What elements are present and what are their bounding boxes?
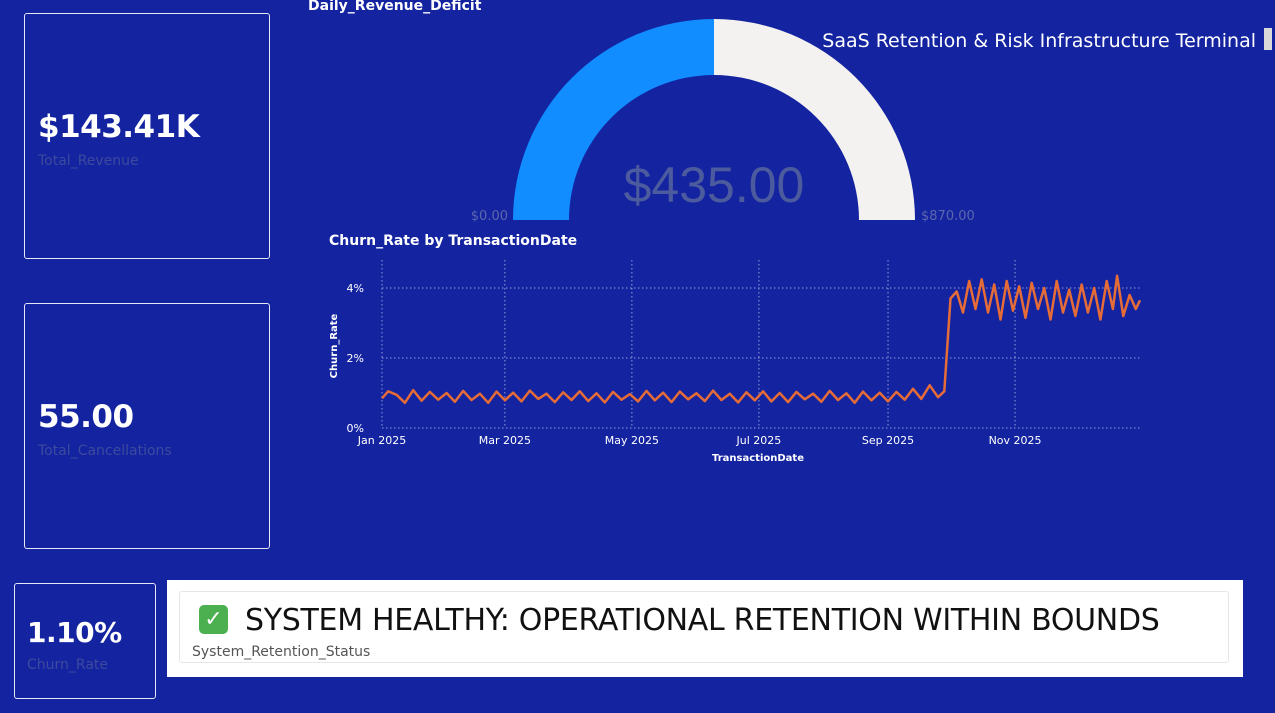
line-chart-title: Churn_Rate by TransactionDate bbox=[329, 233, 578, 249]
x-tick-label: May 2025 bbox=[605, 434, 659, 447]
total-revenue-label: Total_Revenue bbox=[38, 153, 139, 169]
gauge-track bbox=[714, 19, 915, 220]
total-cancellations-card: 55.00 Total_Cancellations bbox=[24, 303, 270, 549]
gauge-max-label: $870.00 bbox=[921, 209, 975, 224]
y-axis-label: Churn_Rate bbox=[329, 313, 340, 378]
gauge-fill bbox=[513, 19, 714, 220]
gauge-min-label: $0.00 bbox=[471, 209, 508, 224]
y-tick-label: 4% bbox=[347, 282, 364, 295]
churn-rate-label: Churn_Rate bbox=[27, 657, 109, 673]
x-tick-label: Sep 2025 bbox=[862, 434, 914, 447]
x-tick-label: Jul 2025 bbox=[736, 434, 782, 447]
churn-rate-value: 1.10% bbox=[27, 616, 122, 649]
gauge-value: $435.00 bbox=[624, 157, 805, 213]
total-cancellations-value: 55.00 bbox=[38, 399, 134, 435]
revenue-deficit-gauge[interactable]: $435.00 $0.00 $870.00 bbox=[460, 10, 980, 225]
title-marker bbox=[1264, 28, 1272, 50]
x-axis-label: TransactionDate bbox=[712, 453, 804, 464]
churn-rate-line-chart[interactable]: Jan 2025 Mar 2025 May 2025 Jul 2025 Sep 2025… bbox=[320, 250, 1160, 470]
y-tick-label: 0% bbox=[347, 422, 364, 435]
x-tick-label: Nov 2025 bbox=[989, 434, 1042, 447]
y-tick-label: 2% bbox=[347, 352, 364, 365]
system-status-card: ✓ SYSTEM HEALTHY: OPERATIONAL RETENTION … bbox=[179, 591, 1229, 663]
total-cancellations-label: Total_Cancellations bbox=[38, 443, 172, 459]
total-revenue-value: $143.41K bbox=[38, 109, 200, 145]
system-status-panel: ✓ SYSTEM HEALTHY: OPERATIONAL RETENTION … bbox=[167, 580, 1243, 677]
system-status-label: System_Retention_Status bbox=[192, 644, 371, 660]
x-tick-label: Jan 2025 bbox=[357, 434, 406, 447]
x-tick-label: Mar 2025 bbox=[479, 434, 531, 447]
churn-rate-card: 1.10% Churn_Rate bbox=[14, 583, 156, 699]
page-title: SaaS Retention & Risk Infrastructure Ter… bbox=[822, 30, 1256, 52]
gauge-title: Daily_Revenue_Deficit bbox=[308, 0, 482, 14]
system-status-text: SYSTEM HEALTHY: OPERATIONAL RETENTION WI… bbox=[245, 603, 1160, 638]
total-revenue-card: $143.41K Total_Revenue bbox=[24, 13, 270, 259]
check-icon: ✓ bbox=[199, 605, 228, 634]
churn-rate-series-line bbox=[381, 274, 1142, 405]
